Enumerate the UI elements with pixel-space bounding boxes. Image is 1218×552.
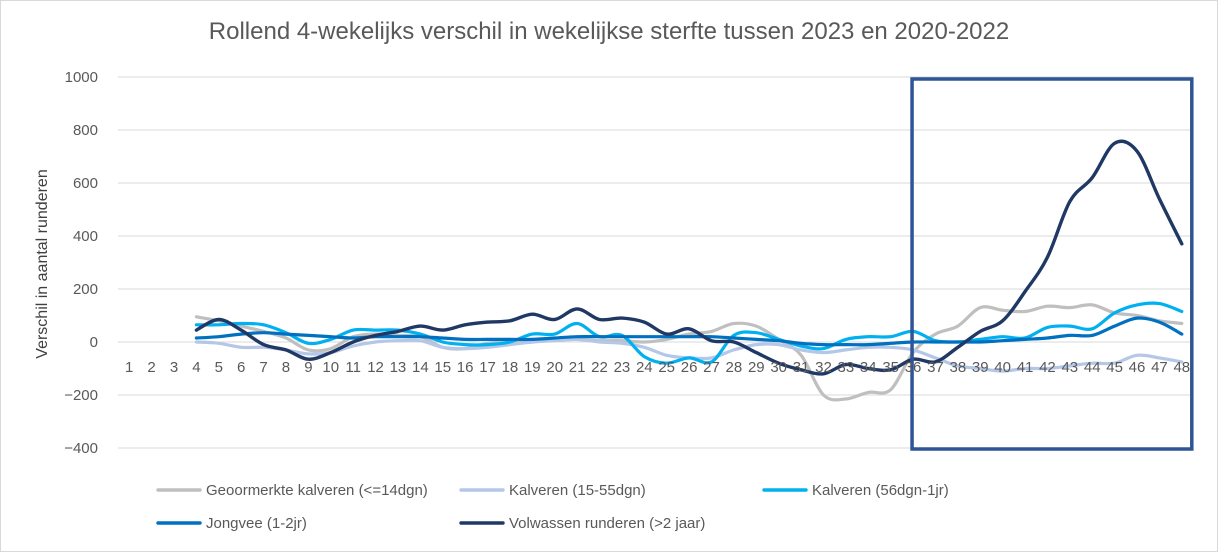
y-tick-label: −200	[64, 387, 98, 404]
x-tick-label: 4	[192, 359, 200, 376]
x-tick-label: 18	[502, 359, 519, 376]
x-tick-label: 42	[1039, 359, 1056, 376]
y-tick-label: −400	[64, 440, 98, 457]
x-tick-label: 19	[524, 359, 541, 376]
y-tick-label: 400	[73, 228, 98, 245]
legend-label: Kalveren (15-55dgn)	[509, 482, 646, 499]
legend-label: Volwassen runderen (>2 jaar)	[509, 515, 705, 532]
y-tick-label: 800	[73, 122, 98, 139]
x-tick-label: 46	[1129, 359, 1146, 376]
x-tick-label: 13	[390, 359, 407, 376]
legend: Geoormerkte kalveren (<=14dgn) Kalveren (…	[156, 482, 949, 532]
legend-label: Kalveren (56dgn-1jr)	[812, 482, 949, 499]
x-tick-label: 47	[1151, 359, 1168, 376]
highlight-box	[910, 77, 1194, 451]
x-tick-label: 15	[434, 359, 451, 376]
y-tick-label: 0	[90, 334, 98, 351]
x-tick-label: 44	[1084, 359, 1101, 376]
x-tick-label: 8	[282, 359, 290, 376]
x-tick-label: 40	[994, 359, 1011, 376]
x-tick-label: 38	[950, 359, 967, 376]
legend-label: Jongvee (1-2jr)	[206, 515, 307, 532]
x-tick-label: 20	[546, 359, 563, 376]
x-tick-label: 27	[703, 359, 720, 376]
y-tick-label: 200	[73, 281, 98, 298]
x-tick-label: 30	[770, 359, 787, 376]
x-tick-label: 17	[479, 359, 496, 376]
x-tick-label: 21	[569, 359, 586, 376]
x-tick-label: 5	[215, 359, 223, 376]
x-tick-label: 34	[860, 359, 877, 376]
y-axis-label: Verschil in aantal runderen	[34, 169, 51, 358]
series-line-4	[194, 316, 1184, 347]
x-tick-label: 3	[170, 359, 178, 376]
x-tick-label: 36	[905, 359, 922, 376]
x-tick-label: 35	[882, 359, 899, 376]
grid-layer	[118, 76, 1193, 449]
x-tick-label: 33	[838, 359, 855, 376]
chart-title: Rollend 4-wekelijks verschil in wekelijk…	[208, 18, 1010, 45]
x-tick-label: 41	[1017, 359, 1034, 376]
x-tick-label: 7	[259, 359, 267, 376]
x-tick-label: 32	[815, 359, 832, 376]
x-tick-label: 16	[457, 359, 474, 376]
y-tick-label: 1000	[65, 69, 98, 86]
x-tick-label: 6	[237, 359, 245, 376]
x-tick-label: 26	[681, 359, 698, 376]
series-line-5	[194, 139, 1184, 376]
x-tick-label: 43	[1061, 359, 1078, 376]
highlight-box-layer	[910, 77, 1194, 451]
x-tick-label: 28	[726, 359, 743, 376]
legend-label: Geoormerkte kalveren (<=14dgn)	[206, 482, 428, 499]
x-tick-label: 24	[636, 359, 653, 376]
x-tick-label: 39	[972, 359, 989, 376]
x-tick-label: 11	[345, 359, 361, 376]
x-tick-label: 12	[367, 359, 384, 376]
x-tick-label: 10	[322, 359, 339, 376]
x-tick-label: 23	[614, 359, 631, 376]
x-tick-label: 1	[125, 359, 133, 376]
x-tick-label: 14	[412, 359, 429, 376]
x-tick-label: 29	[748, 359, 765, 376]
series-line-1	[194, 303, 1184, 402]
x-tick-label: 9	[304, 359, 312, 376]
y-tick-label: 600	[73, 175, 98, 192]
x-tick-label: 37	[927, 359, 944, 376]
series-layer	[194, 139, 1184, 402]
x-tick-label: 2	[147, 359, 155, 376]
x-tick-label: 22	[591, 359, 608, 376]
x-tick-label: 45	[1106, 359, 1123, 376]
x-tick-label: 25	[658, 359, 675, 376]
x-tick-label: 48	[1173, 359, 1190, 376]
x-tick-label: 31	[793, 359, 810, 376]
